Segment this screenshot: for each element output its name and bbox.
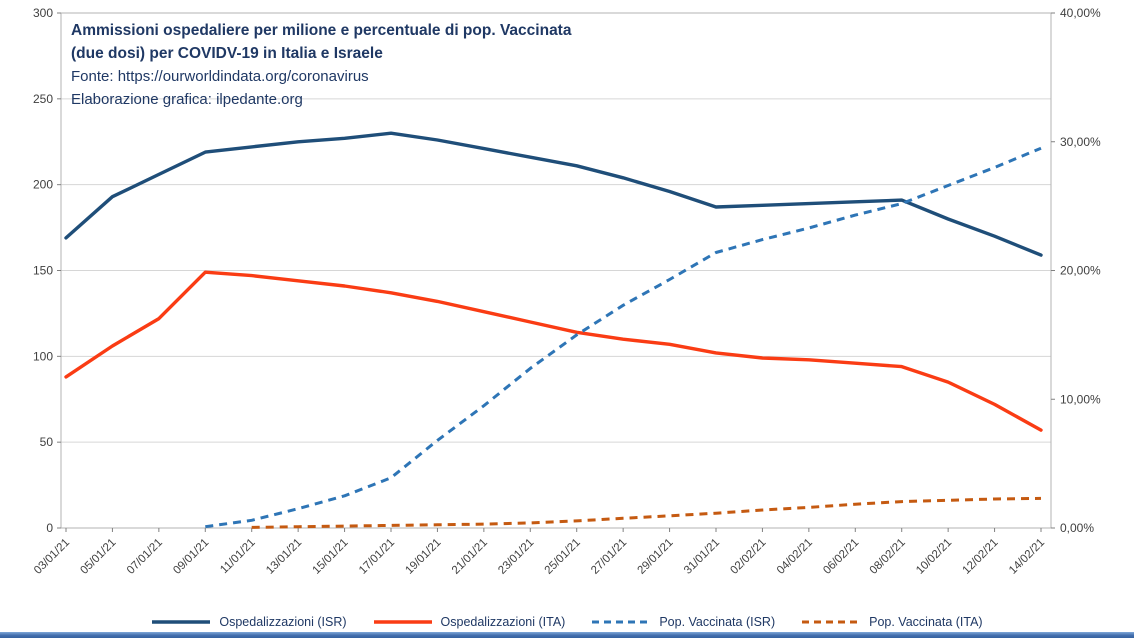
chart-legend: Ospedalizzazioni (ISR) Ospedalizzazioni (… [0,609,1134,635]
chart-title-line2: (due dosi) per COVIDV-19 in Italia e Isr… [71,45,383,62]
legend-item: Ospedalizzazioni (ITA) [373,615,566,629]
x-axis-tick-label: 04/02/21 [775,537,815,577]
chart-credit-line: Elaborazione grafica: ilpedante.org [71,91,303,108]
legend-item: Ospedalizzazioni (ISR) [151,615,347,629]
legend-item: Pop. Vaccinata (ITA) [801,615,983,629]
x-axis-tick-label: 25/01/21 [543,537,583,577]
x-axis-tick-label: 23/01/21 [496,537,536,577]
left-axis-tick-label: 200 [33,178,53,192]
x-axis-tick-label: 09/01/21 [171,537,211,577]
series-line-1 [64,270,1043,432]
x-axis-tick-label: 14/02/21 [1007,537,1047,577]
series-line-0 [64,131,1043,257]
legend-line-sample [592,620,651,624]
chart-source-line: Fonte: https://ourworldindata.org/corona… [71,68,369,85]
x-axis-tick-label: 31/01/21 [682,537,722,577]
legend-item: Pop. Vaccinata (ISR) [591,615,775,629]
x-axis-tick-label: 07/01/21 [125,537,165,577]
x-axis-tick-label: 02/02/21 [728,537,768,577]
left-axis-tick-label: 50 [40,435,54,449]
x-axis-tick-label: 17/01/21 [357,537,397,577]
left-axis-tick-label: 250 [33,92,53,106]
legend-label: Pop. Vaccinata (ITA) [869,615,983,629]
series-line-2 [205,146,1042,529]
right-axis-tick-label: 20,00% [1060,264,1101,278]
bottom-blue-bar [0,632,1134,638]
x-axis-tick-label: 08/02/21 [868,537,908,577]
right-axis-tick-label: 0,00% [1060,521,1094,535]
x-axis-tick-label: 21/01/21 [450,537,490,577]
x-axis-tick-label: 10/02/21 [914,537,954,577]
legend-line-sample [152,620,211,624]
x-axis-tick-label: 05/01/21 [78,537,118,577]
x-axis-tick-label: 11/01/21 [218,537,258,577]
left-axis-tick-label: 100 [33,349,53,363]
series-line-3 [251,496,1042,529]
x-axis-tick-label: 03/01/21 [32,537,72,577]
right-axis-tick-label: 40,00% [1060,6,1101,20]
right-axis-tick-label: 10,00% [1060,392,1101,406]
x-axis-tick-label: 15/01/21 [311,537,351,577]
x-axis-tick-label: 27/01/21 [589,537,629,577]
chart-title-block: Ammissioni ospedaliere per milione e per… [71,19,571,111]
left-axis-tick-label: 0 [46,521,53,535]
x-axis-tick-label: 29/01/21 [636,537,676,577]
legend-line-sample [373,620,432,624]
left-axis-tick-label: 150 [33,264,53,278]
legend-label: Ospedalizzazioni (ISR) [219,615,347,629]
legend-line-sample [802,620,861,624]
right-axis-tick-label: 30,00% [1060,135,1101,149]
left-axis-tick-label: 300 [33,6,53,20]
legend-label: Pop. Vaccinata (ISR) [659,615,776,629]
chart-title-line1: Ammissioni ospedaliere per milione e per… [71,22,572,39]
line-chart: 300 250 200 150 100 50 0 40,00% 30,00% 20,00% 10,0… [32,6,1101,577]
legend-label: Ospedalizzazioni (ITA) [440,615,566,629]
x-axis-tick-label: 12/02/21 [961,537,1001,577]
x-axis-tick-label: 19/01/21 [403,537,443,577]
x-axis-tick-label: 13/01/21 [264,537,304,577]
x-axis-tick-label: 06/02/21 [821,537,861,577]
